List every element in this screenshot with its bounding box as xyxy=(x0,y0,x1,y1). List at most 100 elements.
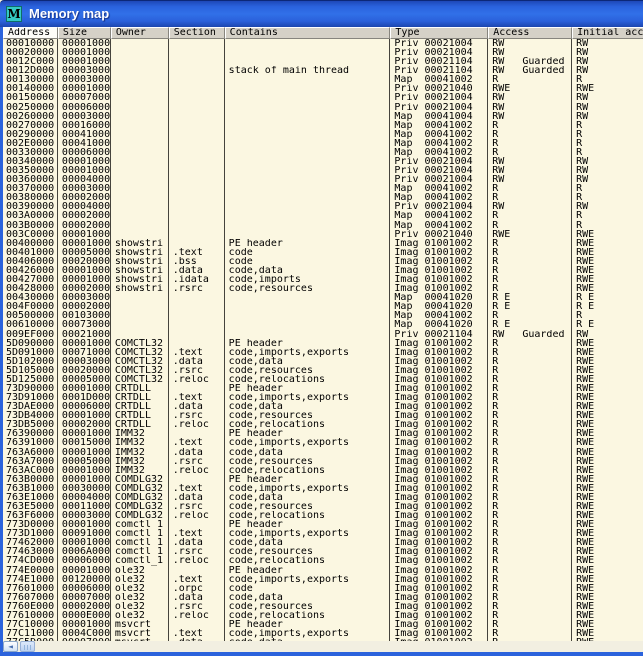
table-row[interactable]: 00428000 00002000 showstri .rsrc code,resour… xyxy=(3,284,643,294)
column-header-initial[interactable]: Initial acc xyxy=(572,27,643,39)
table-row[interactable]: 00330000 00006000 Map 00041002 R R xyxy=(3,147,643,158)
table-row[interactable]: 00260000 00003000 Map 00041004 RW RW xyxy=(3,111,643,121)
table-row[interactable]: 00370000 00003000 Map 00041002 R R xyxy=(3,184,643,194)
cell-access: R xyxy=(488,347,573,357)
table-row[interactable]: 00250000 00006000 Priv 00021004 RW RW xyxy=(3,102,643,112)
table-row[interactable]: 00380000 00002000 Map 00041002 R R xyxy=(3,193,643,203)
cell-contains xyxy=(225,48,391,58)
table-row[interactable]: 763B0000 00001000 COMDLG32 PE header Imag 01… xyxy=(3,474,643,484)
table-row[interactable]: 77610000 0000E000 ole32 .reloc code,relocati… xyxy=(3,610,643,620)
table-row[interactable]: 73D91000 0001D000 CRTDLL .text code,imports,… xyxy=(3,393,643,403)
table-row[interactable]: 0012D000 00003000 stack of main thread Priv… xyxy=(3,66,643,76)
cell-type: Imag 01001002 xyxy=(390,610,489,620)
cell-access: R xyxy=(488,383,573,394)
cell-contains xyxy=(225,202,391,212)
cell-size: 00001000 xyxy=(58,229,111,239)
cell-section: .rsrc xyxy=(169,365,225,375)
cell-size: 00091000 xyxy=(58,529,111,539)
cell-contains: code xyxy=(225,256,391,266)
cell-access: R xyxy=(488,456,573,466)
table-row[interactable]: 73DAE000 00006000 CRTDLL .data code,data Imag… xyxy=(3,402,643,412)
table-row[interactable]: 763E5000 00011000 COMDLG32 .rsrc code,resour… xyxy=(3,501,643,512)
column-header-contains[interactable]: Contains xyxy=(224,27,391,39)
table-row[interactable]: 00130000 00003000 Map 00041002 R R xyxy=(3,75,643,85)
table-row[interactable]: 763F6000 00003000 COMDLG32 .reloc code,reloc… xyxy=(3,511,643,521)
table-row[interactable]: 73D90000 00001000 CRTDLL PE header Imag 0100… xyxy=(3,383,643,394)
table-row[interactable]: 002E0000 00041000 Map 00041002 R R xyxy=(3,138,643,148)
table-row[interactable]: 003C0000 00001000 Priv 00021040 RWE RWE xyxy=(3,229,643,239)
table-row[interactable]: 77462000 00001000 comctl_1 .data code,data Im… xyxy=(3,538,643,548)
cell-contains: code,relocations xyxy=(225,420,391,430)
table-row[interactable]: 7760E000 00002000 ole32 .rsrc code,resources… xyxy=(3,601,643,611)
table-row[interactable]: 76390000 00001000 IMM32 PE header Imag 01001… xyxy=(3,429,643,439)
cell-owner: msvcrt xyxy=(111,629,169,639)
titlebar[interactable]: M Memory map xyxy=(0,0,643,27)
memory-map-table[interactable]: 00010000 00001000 Priv 00021004 RW RW 0002000… xyxy=(3,39,643,641)
cell-owner: ole32 xyxy=(111,574,169,584)
table-row[interactable]: 00400000 00001000 showstri PE header Imag 01… xyxy=(3,238,643,248)
table-row[interactable]: 00020000 00001000 Priv 00021004 RW RW xyxy=(3,48,643,58)
table-row[interactable]: 00360000 00004000 Priv 00021004 RW RW xyxy=(3,175,643,185)
table-row[interactable]: 774CD000 00006000 comctl_1 .reloc code,reloc… xyxy=(3,556,643,566)
table-row[interactable]: 77601000 00006000 ole32 .orpc code Imag 01001… xyxy=(3,583,643,593)
table-row[interactable]: 003A0000 00002000 Map 00041002 R R xyxy=(3,211,643,221)
horizontal-scrollbar[interactable]: ◄ xyxy=(3,641,643,652)
table-row[interactable]: 00500000 00103000 Map 00041002 R R xyxy=(3,311,643,321)
cell-owner: COMCTL32 xyxy=(111,356,169,366)
table-row[interactable]: 00406000 00020000 showstri .bss code Imag 010… xyxy=(3,256,643,266)
table-row[interactable]: 5D125000 00005000 COMCTL32 .reloc code,reloc… xyxy=(3,374,643,384)
scroll-thumb[interactable] xyxy=(20,641,35,652)
table-row[interactable]: 763A6000 00001000 IMM32 .data code,data Imag … xyxy=(3,447,643,457)
table-row[interactable]: 00426000 00001000 showstri .data code,data Im… xyxy=(3,265,643,276)
table-row[interactable]: 5D105000 00020000 COMCTL32 .rsrc code,resour… xyxy=(3,365,643,375)
table-row[interactable]: 00427000 00001000 showstri .idata code,impor… xyxy=(3,275,643,285)
table-row[interactable]: 00150000 00007000 Priv 00021004 RW RW xyxy=(3,93,643,103)
table-row[interactable]: 73DB5000 00002000 CRTDLL .reloc code,relocat… xyxy=(3,420,643,430)
table-row[interactable]: 0012C000 00001000 Priv 00021104 RW Guarded R… xyxy=(3,57,643,67)
cell-access: RW xyxy=(488,175,573,185)
table-row[interactable]: 5D090000 00001000 COMCTL32 PE header Imag 01… xyxy=(3,338,643,348)
table-row[interactable]: 00401000 00005000 showstri .text code Imag 01… xyxy=(3,247,643,257)
table-row[interactable]: 00270000 00016000 Map 00041002 R R xyxy=(3,120,643,130)
table-row[interactable]: 763AC000 00001000 IMM32 .reloc code,relocati… xyxy=(3,465,643,475)
table-row[interactable]: 5D091000 00071000 COMCTL32 .text code,import… xyxy=(3,347,643,357)
cell-contains xyxy=(225,175,391,185)
table-row[interactable]: 77C11000 0004C000 msvcrt .text code,imports,… xyxy=(3,629,643,639)
cell-address: 00140000 xyxy=(3,84,58,94)
table-row[interactable]: 773D0000 00001000 comctl_1 PE header Imag 01… xyxy=(3,520,643,530)
table-row[interactable]: 763B1000 00030000 COMDLG32 .text code,import… xyxy=(3,483,643,493)
table-row[interactable]: 763A7000 00005000 IMM32 .rsrc code,resources… xyxy=(3,456,643,466)
table-row[interactable]: 77C10000 00001000 msvcrt PE header Imag 0100… xyxy=(3,620,643,630)
table-row[interactable]: 774E1000 00120000 ole32 .text code,imports,e… xyxy=(3,574,643,584)
column-header-section[interactable]: Section xyxy=(168,27,225,39)
table-row[interactable]: 00340000 00001000 Priv 00021004 RW RW xyxy=(3,157,643,167)
scroll-left-button[interactable]: ◄ xyxy=(3,641,18,652)
table-row[interactable]: 73DB4000 00001000 CRTDLL .rsrc code,resource… xyxy=(3,411,643,421)
cell-owner: CRTDLL xyxy=(111,411,169,421)
table-row[interactable]: 77463000 0006A000 comctl_1 .rsrc code,resour… xyxy=(3,547,643,557)
cell-contains xyxy=(225,302,391,312)
table-row[interactable]: 773D1000 00091000 comctl_1 .text code,import… xyxy=(3,529,643,539)
table-row[interactable]: 5D102000 00003000 COMCTL32 .data code,data Im… xyxy=(3,356,643,366)
table-row[interactable]: 003B0000 00002000 Map 00041002 R R xyxy=(3,220,643,230)
column-header-size[interactable]: Size xyxy=(57,27,111,39)
table-row[interactable]: 009EF000 00021000 Priv 00021104 RW Guarded R… xyxy=(3,329,643,339)
column-header-owner[interactable]: Owner xyxy=(110,27,169,39)
column-header-type[interactable]: Type xyxy=(390,27,489,39)
column-header-address[interactable]: Address xyxy=(3,27,58,39)
table-row[interactable]: 00140000 00001000 Priv 00021040 RWE RWE xyxy=(3,84,643,94)
table-row[interactable]: 00010000 00001000 Priv 00021004 RW RW xyxy=(3,39,643,49)
cell-owner: IMM32 xyxy=(111,465,169,475)
table-row[interactable]: 77607000 00007000 ole32 .data code,data Imag … xyxy=(3,592,643,602)
table-row[interactable]: 00350000 00001000 Priv 00021004 RW RW xyxy=(3,166,643,176)
table-row[interactable]: 00390000 00004000 Priv 00021004 RW RW xyxy=(3,202,643,212)
table-row[interactable]: 76391000 00015000 IMM32 .text code,imports,e… xyxy=(3,438,643,448)
column-header-access[interactable]: Access xyxy=(488,27,573,39)
table-row[interactable]: 774E0000 00001000 ole32 PE header Imag 01001… xyxy=(3,565,643,575)
table-row[interactable]: 763E1000 00004000 COMDLG32 .data code,data Im… xyxy=(3,492,643,502)
table-row[interactable]: 00290000 00041000 Map 00041002 R R xyxy=(3,129,643,139)
table-row[interactable]: 77C5D00000007000msvcrt.datacode,dataImag… xyxy=(3,638,643,641)
